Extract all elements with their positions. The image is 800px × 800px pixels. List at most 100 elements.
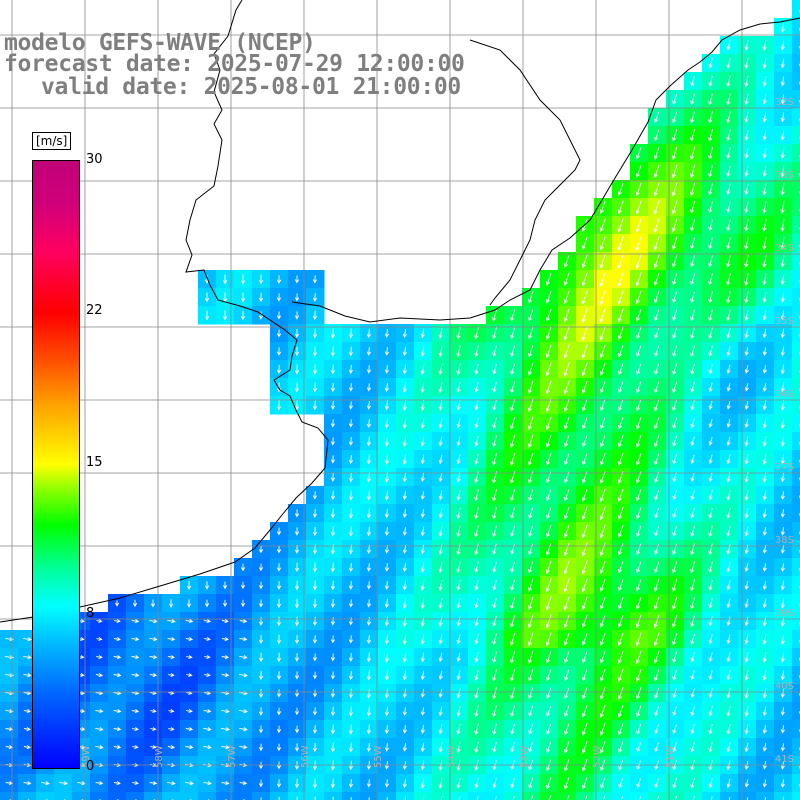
wind-arrow [564, 435, 570, 448]
wind-speed-cell [450, 792, 469, 800]
wind-speed-cell [504, 792, 523, 800]
wind-arrow [528, 291, 534, 304]
wind-arrow [635, 309, 642, 322]
wind-arrow [582, 669, 588, 682]
wind-arrow [708, 616, 713, 627]
wind-arrow [95, 673, 104, 678]
wind-arrow [474, 400, 479, 411]
wind-arrow [239, 673, 248, 678]
wind-arrow [220, 727, 230, 732]
wind-arrow [726, 364, 731, 375]
wind-arrow [348, 383, 353, 392]
wind-arrow [420, 688, 425, 698]
wind-arrow [456, 688, 461, 699]
wind-arrow [492, 309, 498, 322]
wind-arrow [95, 745, 104, 750]
wind-arrow [780, 778, 785, 788]
longitude-label: 53W [519, 745, 530, 768]
wind-arrow [690, 182, 696, 197]
wind-arrow [564, 723, 570, 736]
wind-arrow [582, 417, 588, 430]
wind-speed-cell [612, 792, 631, 800]
wind-arrow [654, 471, 660, 484]
wind-arrow [258, 779, 264, 788]
wind-arrow [113, 636, 121, 642]
wind-arrow [492, 723, 497, 736]
wind-arrow [276, 400, 281, 411]
wind-arrow [276, 671, 282, 680]
wind-arrow [690, 561, 696, 574]
wind-speed-cell [198, 792, 217, 800]
wind-speed-cell [792, 252, 800, 271]
wind-arrow [744, 490, 749, 501]
wind-speed-cell [792, 522, 800, 541]
wind-arrow [726, 291, 731, 304]
wind-arrow [456, 723, 461, 736]
wind-speed-cell [792, 144, 800, 163]
wind-arrow [422, 796, 425, 800]
wind-arrow [239, 655, 248, 660]
wind-arrow [780, 201, 785, 214]
wind-arrow [708, 273, 713, 286]
wind-arrow [672, 777, 677, 789]
wind-arrow [510, 723, 515, 735]
wind-arrow [672, 345, 678, 358]
wind-arrow [581, 344, 588, 359]
wind-arrow [238, 709, 248, 714]
wind-arrow [798, 154, 800, 159]
wind-arrow [708, 146, 714, 160]
wind-arrow [510, 651, 516, 664]
wind-arrow [456, 363, 461, 376]
wind-arrow [510, 561, 515, 573]
wind-arrow [599, 597, 606, 610]
wind-arrow [258, 634, 264, 645]
wind-arrow [402, 527, 407, 536]
wind-arrow [581, 524, 588, 539]
wind-arrow [420, 742, 425, 753]
wind-arrow [654, 435, 660, 448]
wind-speed-cell [252, 792, 271, 800]
wind-arrow [726, 309, 731, 322]
wind-arrow [617, 668, 624, 683]
wind-arrow [599, 615, 606, 628]
colorbar-tick-22: 22 [86, 303, 103, 318]
wind-arrow [654, 724, 659, 735]
wind-arrow [618, 579, 624, 592]
wind-arrow [384, 329, 389, 338]
wind-arrow [617, 308, 624, 323]
wind-arrow [690, 381, 695, 393]
wind-arrow [384, 382, 389, 393]
wind-arrow [420, 652, 425, 663]
wind-arrow [653, 632, 660, 647]
wind-arrow [563, 777, 570, 790]
wind-arrow [276, 527, 282, 536]
wind-arrow [312, 328, 317, 339]
wind-arrow [348, 742, 353, 753]
wind-arrow [762, 183, 767, 196]
wind-arrow [330, 653, 335, 662]
wind-arrow [492, 669, 497, 682]
wind-arrow [564, 705, 570, 718]
wind-arrow [456, 345, 461, 358]
wind-arrow [438, 363, 443, 376]
wind-arrow [185, 636, 194, 642]
wind-speed-colorbar [32, 160, 80, 769]
wind-arrow [528, 543, 534, 556]
wind-arrow [438, 345, 443, 358]
latitude-label: 35S [775, 316, 794, 327]
wind-arrow [672, 291, 678, 304]
wind-arrow [330, 437, 335, 446]
wind-arrow [744, 526, 749, 537]
latitude-label: 32S [775, 97, 794, 108]
wind-arrow [492, 778, 497, 789]
wind-arrow [221, 709, 230, 714]
wind-arrow [617, 705, 624, 718]
wind-arrow [744, 111, 749, 124]
wind-speed-cell [792, 774, 800, 793]
wind-arrow [617, 632, 624, 647]
wind-arrow [708, 237, 713, 250]
wind-arrow [726, 598, 731, 609]
wind-arrow [492, 345, 497, 358]
wind-arrow [635, 632, 642, 647]
wind-arrow [258, 563, 264, 572]
